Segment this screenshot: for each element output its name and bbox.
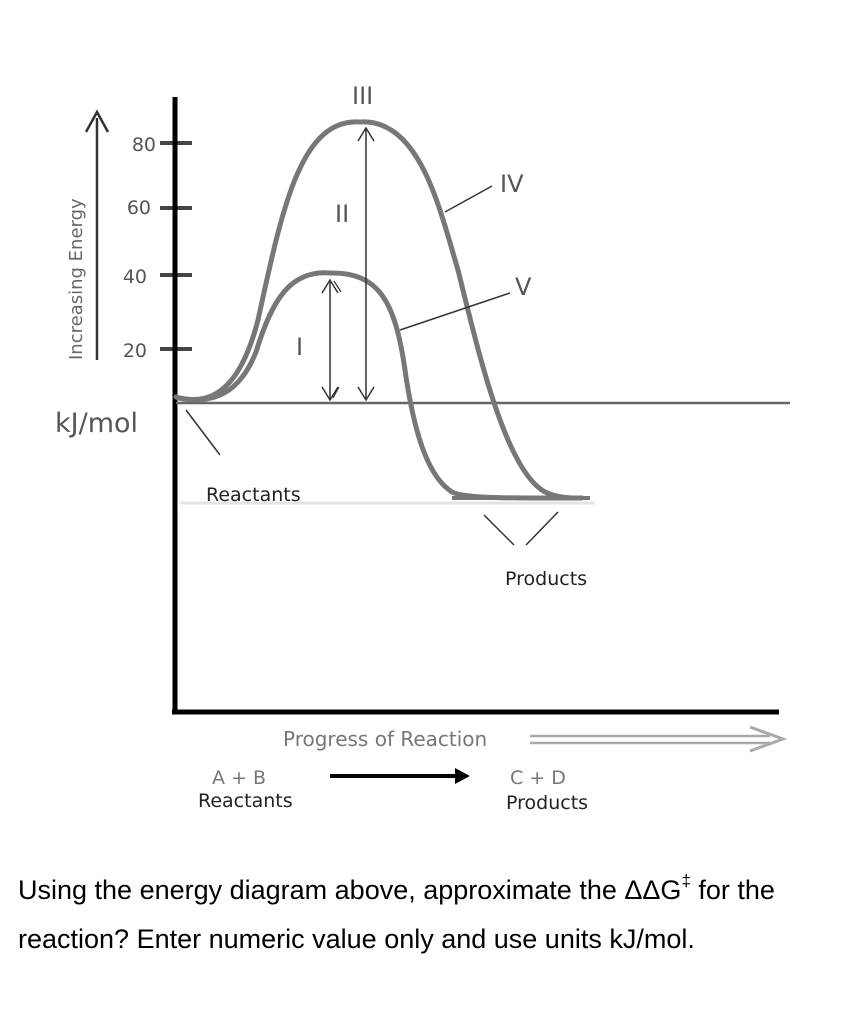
question-text-before: Using the energy diagram above, approxim… [18, 875, 682, 905]
progress-arrow-head [749, 725, 788, 753]
arrow-small-left [332, 386, 340, 399]
equation-right-caption: Products [506, 792, 588, 814]
uncatalyzed-curve [173, 119, 585, 501]
energy-diagram: Increasing Energy 80 60 40 20 kJ/mol I I… [55, 82, 790, 814]
arrow-ii-bottom [357, 386, 375, 402]
marker-iv-pointer [444, 185, 493, 213]
products-label: Products [505, 568, 587, 590]
question-text-after: for the reaction? Enter numeric value on… [18, 875, 775, 954]
unit-label: kJ/mol [55, 408, 138, 439]
y-tick-20: 20 [123, 340, 147, 362]
y-tick-40: 40 [123, 266, 147, 288]
marker-iv: IV [500, 170, 524, 198]
arrow-i-top [321, 278, 339, 294]
marker-iii: III [352, 82, 373, 110]
catalyzed-curve [175, 270, 581, 501]
arrow-ii-top [357, 126, 375, 142]
products-pointer-right [525, 511, 559, 546]
equation-right: C + D [510, 767, 566, 789]
y-tick-60: 60 [127, 197, 151, 219]
equation-left-caption: Reactants [198, 790, 293, 812]
marker-v: V [515, 273, 532, 301]
equation-arrow-head [455, 768, 470, 784]
question-text: Using the energy diagram above, approxim… [18, 866, 838, 964]
marker-i: I [296, 333, 303, 361]
reactants-pointer [185, 409, 221, 456]
energy-arrow-head [84, 109, 110, 133]
reactants-label: Reactants [206, 484, 301, 506]
arrow-i-bottom [321, 386, 339, 402]
y-axis-label: Increasing Energy [66, 198, 87, 360]
double-dagger-superscript: ‡ [681, 871, 691, 890]
marker-v-pointer [399, 292, 511, 331]
arrow-small-right [333, 280, 342, 293]
y-tick-80: 80 [132, 134, 156, 156]
equation-left: A + B [212, 767, 266, 789]
marker-ii: II [335, 200, 349, 228]
products-pointer-left [483, 514, 515, 546]
x-axis-label: Progress of Reaction [283, 727, 487, 751]
